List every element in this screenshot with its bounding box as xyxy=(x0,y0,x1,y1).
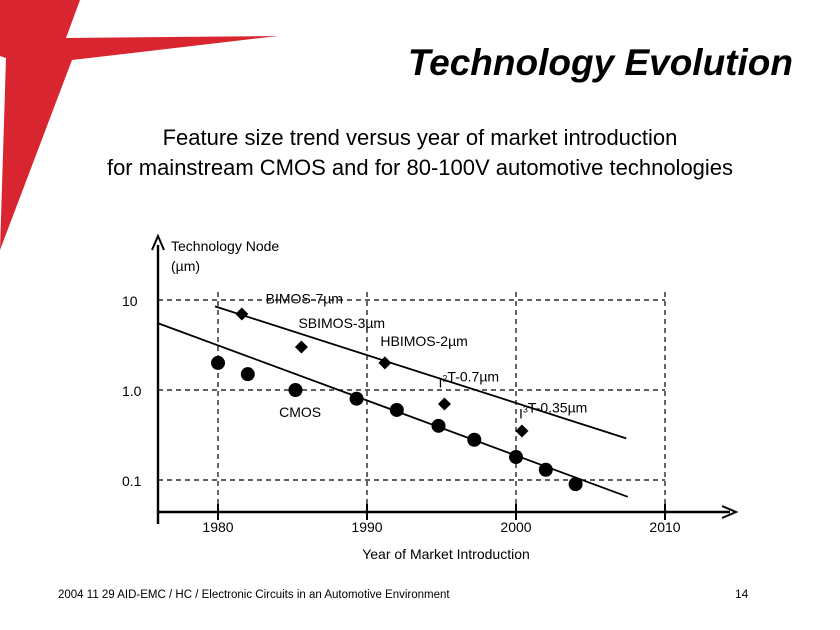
cmos-data-point xyxy=(467,432,482,447)
automotive-data-point xyxy=(515,424,529,438)
automotive-data-point xyxy=(235,307,249,321)
annotation-label: CMOS xyxy=(279,404,321,420)
cmos-data-point xyxy=(568,477,583,492)
x-tick-label: 2000 xyxy=(500,519,531,535)
slide-subtitle: Feature size trend versus year of market… xyxy=(0,123,840,183)
cmos-data-point xyxy=(349,391,364,406)
cmos-data-point xyxy=(509,450,523,465)
automotive-data-point xyxy=(378,356,392,370)
x-tick-label: 1990 xyxy=(351,519,382,535)
y-axis-arrow xyxy=(151,233,165,251)
logo-swoosh xyxy=(0,0,278,250)
cmos-data-point xyxy=(211,355,225,370)
slide-title: Technology Evolution xyxy=(407,42,793,83)
cmos-data-point xyxy=(240,367,255,382)
footer-text: 2004 11 29 AID-EMC / HC / Electronic Cir… xyxy=(58,589,450,601)
subtitle-line-2: for mainstream CMOS and for 80-100V auto… xyxy=(106,155,734,180)
annotation-label: HBIMOS-2µm xyxy=(380,333,467,349)
automotive-data-point xyxy=(437,397,451,411)
automotive-data-point xyxy=(294,340,308,354)
annotation-label: SBIMOS-3µm xyxy=(298,315,385,331)
subtitle-line-1: Feature size trend versus year of market… xyxy=(162,125,678,150)
y-tick-label: 0.1 xyxy=(122,473,142,489)
x-tick-label: 2010 xyxy=(649,519,680,535)
cmos-data-point xyxy=(431,418,446,433)
y-tick-label: 10 xyxy=(122,293,138,309)
annotation-label: I2T-0.7µm xyxy=(439,368,500,390)
annotation-label: BIMOS-7µm xyxy=(266,290,343,306)
annotation-label: I3T-0.35µm xyxy=(519,400,587,422)
cmos-data-point xyxy=(389,402,404,417)
x-tick-label: 1980 xyxy=(202,519,233,535)
company-logo xyxy=(0,0,278,250)
automotive-trend-line xyxy=(214,305,627,440)
cmos-data-point xyxy=(288,383,303,397)
x-axis-label: Year of Market Introduction xyxy=(362,546,530,562)
x-axis-arrow xyxy=(721,505,739,519)
y-tick-label: 1.0 xyxy=(122,383,142,399)
cmos-data-point xyxy=(538,462,553,477)
y-axis-label: Technology Node xyxy=(171,238,279,254)
y-axis-unit-label: (µm) xyxy=(171,258,200,274)
page-number: 14 xyxy=(735,587,749,601)
